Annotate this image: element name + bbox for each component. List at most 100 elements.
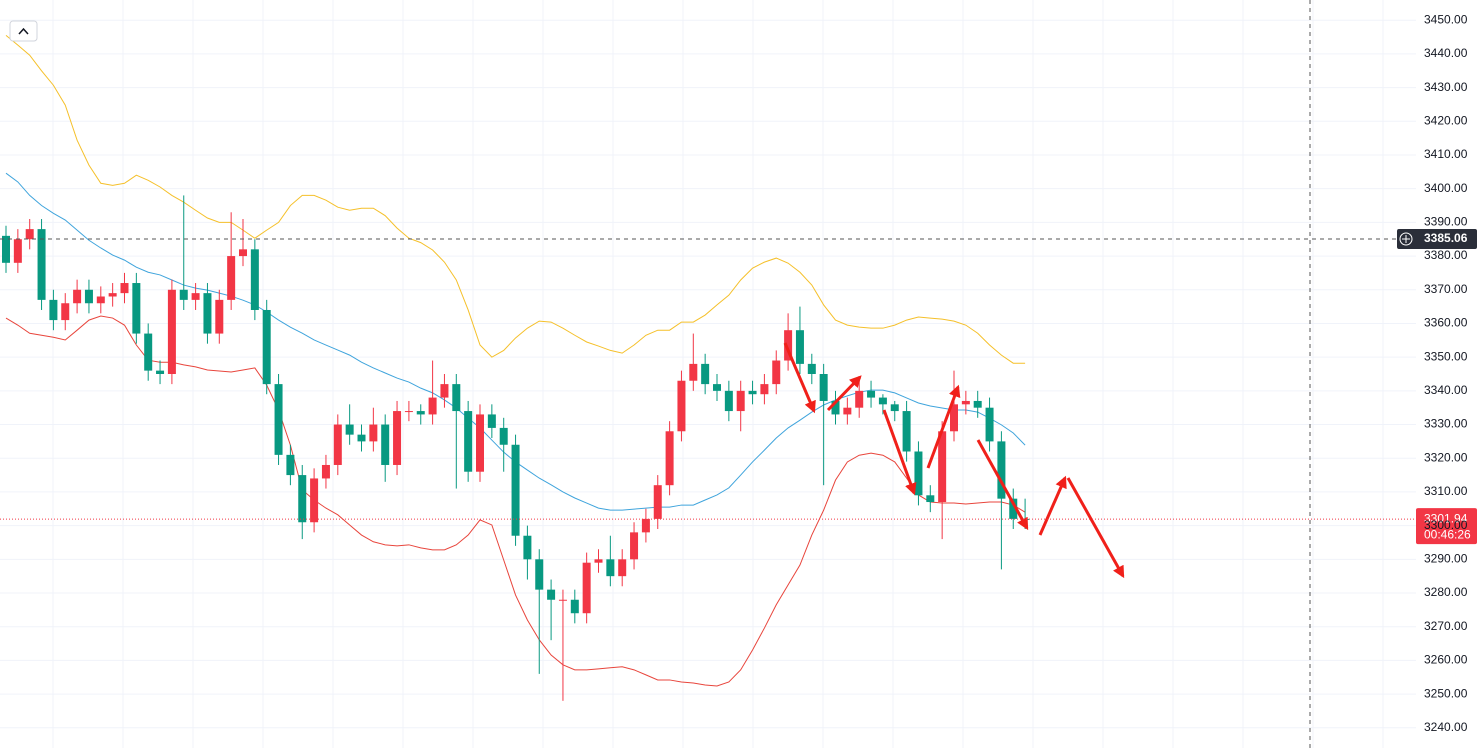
last-price-label: 3301.94 [1424, 511, 1468, 525]
candle-body [665, 431, 674, 486]
y-tick-label: 3440.00 [1424, 46, 1468, 60]
arrow [926, 384, 961, 469]
candle-body [914, 451, 923, 496]
candle-body [108, 293, 117, 297]
candle-body [795, 330, 804, 364]
candle-body [345, 424, 354, 435]
candle-body [357, 434, 366, 442]
candle-body [404, 411, 413, 413]
candle-body [73, 289, 82, 304]
y-tick-label: 3390.00 [1424, 215, 1468, 229]
y-tick-label: 3450.00 [1424, 12, 1468, 26]
arrow [1066, 477, 1125, 579]
candle-body [25, 229, 34, 240]
candle-body [855, 390, 864, 408]
y-tick-label: 3330.00 [1424, 417, 1468, 431]
candle-body [239, 249, 247, 257]
button-box[interactable] [9, 20, 38, 42]
bands [5, 34, 1026, 687]
candle-body [713, 384, 721, 391]
arrow [882, 409, 917, 496]
candle-body [452, 384, 461, 412]
candle-body [902, 411, 911, 452]
candle-body [250, 249, 259, 310]
chevron-icon[interactable] [18, 27, 29, 35]
y-tick-label: 3260.00 [1424, 653, 1468, 667]
y-tick-label: 3250.00 [1424, 686, 1468, 700]
y-tick-label: 3360.00 [1424, 316, 1468, 330]
candle-body [84, 289, 93, 304]
candle-body [819, 374, 828, 401]
y-tick-label: 3410.00 [1424, 147, 1468, 161]
candle-body [961, 400, 970, 405]
candle-body [298, 475, 307, 523]
crosshair-price-label: 3385.06 [1424, 231, 1468, 245]
candle-body [535, 559, 544, 590]
candle-body [677, 380, 686, 432]
grid [0, 0, 1416, 748]
candle-body [203, 293, 212, 334]
y-tick-label: 3340.00 [1424, 383, 1468, 397]
y-tick-label: 3270.00 [1424, 619, 1468, 633]
last-price-box [1416, 508, 1477, 545]
candle-body [120, 283, 129, 294]
candle-body [369, 424, 378, 442]
candle-body [167, 289, 176, 374]
candle-body [926, 495, 935, 503]
candle-body [511, 444, 520, 536]
crosshair-plus-icon [1402, 235, 1410, 244]
y-tick-label: 3280.00 [1424, 585, 1468, 599]
arrow [1038, 475, 1067, 536]
y-tick-label: 3300.00 [1424, 518, 1468, 532]
y-tick-label: 3380.00 [1424, 248, 1468, 262]
y-tick-label: 3370.00 [1424, 282, 1468, 296]
candle-body [582, 562, 591, 614]
candle-body [523, 535, 532, 560]
candle-body [630, 532, 639, 560]
candle-body [440, 384, 449, 398]
y-tick-label: 3310.00 [1424, 484, 1468, 498]
candle-body [653, 485, 662, 519]
candle-body [191, 293, 200, 300]
candle-body [784, 330, 793, 361]
candle-body [215, 299, 224, 334]
candle-body [985, 407, 994, 442]
candle-body [179, 289, 188, 300]
candle-body [772, 360, 781, 385]
candle-body [286, 454, 295, 476]
candle-body [416, 411, 425, 415]
candle-body [973, 400, 982, 408]
candle-body [464, 411, 473, 472]
candle-body [310, 478, 319, 523]
y-tick-label: 3350.00 [1424, 349, 1468, 363]
candle-body [558, 599, 567, 601]
candle-body [156, 370, 165, 374]
candle-body [499, 427, 508, 445]
candle-body [701, 363, 710, 385]
candle-body [641, 518, 650, 533]
candle-body [37, 229, 46, 300]
candle-body [760, 384, 769, 395]
candle-body [2, 235, 10, 263]
candle-body [938, 431, 947, 503]
candle-body [724, 390, 733, 412]
candle-body [547, 589, 556, 600]
candle-body [843, 407, 852, 415]
candle-body [428, 397, 437, 415]
candle-body [132, 283, 141, 334]
candle-body [1009, 498, 1018, 519]
y-tick-label: 3240.00 [1424, 720, 1468, 734]
band-line [5, 34, 1026, 364]
collapse-button[interactable] [9, 20, 38, 42]
candle-body [393, 411, 402, 465]
candle-body [831, 400, 840, 415]
candle-body [997, 441, 1006, 499]
arrow [783, 342, 816, 414]
candle-body [748, 390, 757, 395]
y-tick-label: 3320.00 [1424, 450, 1468, 464]
candle-body [476, 414, 484, 472]
candle-body [950, 404, 958, 432]
y-tick-label: 3420.00 [1424, 113, 1468, 127]
